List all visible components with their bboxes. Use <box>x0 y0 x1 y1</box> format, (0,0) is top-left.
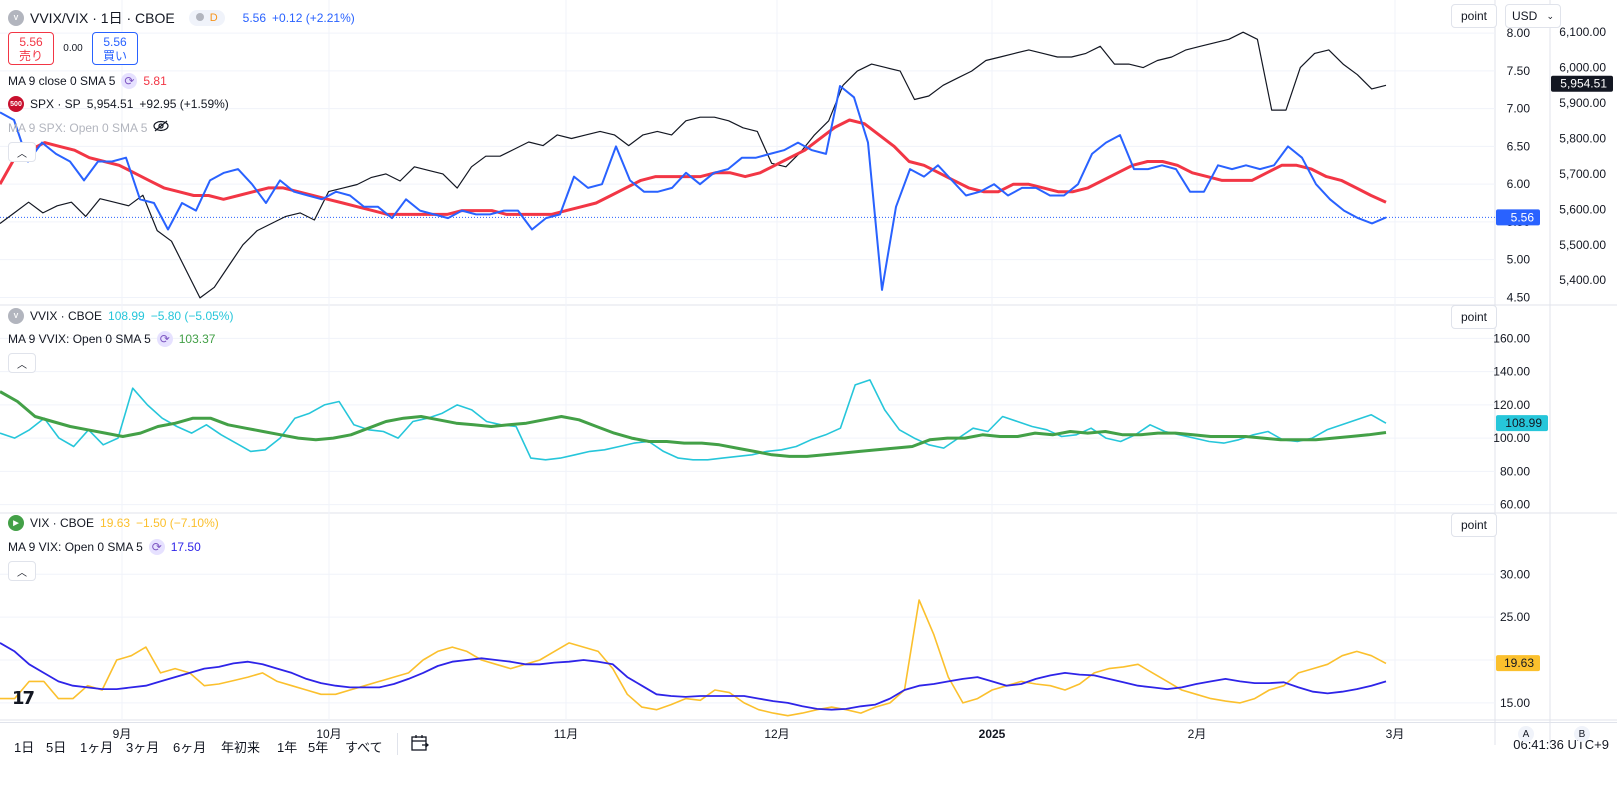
time-axis-label: 2月 <box>1188 727 1207 741</box>
vix-legend[interactable]: ▶ VIX · CBOE 19.63 −1.50 (−7.10%) <box>8 515 219 531</box>
price-axis-tick: 5,700.00 <box>1559 167 1606 181</box>
time-axis-label: 3月 <box>1386 727 1405 741</box>
price-axis-tick: 5,400.00 <box>1559 273 1606 287</box>
price-axis-tick: 6,000.00 <box>1559 61 1606 75</box>
pane3-scale-mode-button[interactable]: point <box>1451 513 1497 537</box>
main-symbol-legend: V VVIX/VIX · 1日 · CBOE D 5.56 +0.12 (+2.… <box>8 8 355 28</box>
bottom-toolbar: 1日 5日 1ヶ月 3ヶ月 6ヶ月 年初来 1年 5年 すべて 06:41:36… <box>0 722 1617 786</box>
range-button-1y[interactable]: 1年 <box>277 740 298 755</box>
price-tag-vvix-bg <box>1496 415 1548 432</box>
price-axis-tick: 140.00 <box>1493 365 1530 379</box>
price-tag-vix: 19.63 <box>1504 656 1534 670</box>
time-axis-label: 10月 <box>316 727 341 741</box>
sell-button[interactable]: 5.56 売り <box>8 32 54 65</box>
range-button-all[interactable]: すべて <box>345 740 383 755</box>
range-button-5y[interactable]: 5年 <box>308 740 329 755</box>
scale-b-toggle[interactable]: B <box>1574 726 1590 742</box>
series-line-ma-vix <box>0 642 1387 711</box>
pane1-scale-mode-button[interactable]: point <box>1451 4 1497 28</box>
range-button-1m[interactable]: 1ヶ月 <box>80 740 114 755</box>
collapse-legend-button[interactable]: ︿ <box>8 142 36 162</box>
goto-date-icon[interactable] <box>410 733 430 756</box>
price-axis-tick: 15.00 <box>1500 696 1530 710</box>
price-tag-ratio: 5.56 <box>1511 210 1535 224</box>
main-price: 5.56 <box>242 11 267 25</box>
price-axis-tick: 5.00 <box>1507 253 1531 267</box>
series-line-vix <box>0 599 1387 717</box>
price-axis-tick: 8.00 <box>1507 26 1531 40</box>
price-axis-tick: 7.00 <box>1507 102 1531 116</box>
vix-icon: ▶ <box>8 515 24 531</box>
collapse-legend-button[interactable]: ︿ <box>8 561 36 581</box>
price-axis-tick: 6.00 <box>1507 177 1531 191</box>
main-change: +0.12 (+2.21%) <box>272 11 355 25</box>
price-axis-tick: 80.00 <box>1500 464 1530 478</box>
vvix-icon: V <box>8 308 24 324</box>
price-tag-vix-bg <box>1496 655 1540 672</box>
price-axis-tick: 5,500.00 <box>1559 238 1606 252</box>
price-tag-spx: 5,954.51 <box>1560 77 1607 91</box>
price-axis-tick: 25.00 <box>1500 610 1530 624</box>
price-axis-tick: 5,600.00 <box>1559 202 1606 216</box>
series-line-spx <box>0 31 1387 299</box>
sync-icon[interactable]: ⟳ <box>148 539 165 555</box>
time-axis-label: 12月 <box>764 727 789 741</box>
range-button-3m[interactable]: 3ヶ月 <box>126 740 160 755</box>
price-tag-ratio-bg <box>1496 209 1540 226</box>
price-axis-tick: 6.50 <box>1507 139 1531 153</box>
vvix-legend[interactable]: V VVIX · CBOE 108.99 −5.80 (−5.05%) <box>8 308 233 324</box>
price-axis-tick: 7.50 <box>1507 64 1531 78</box>
time-axis-label: 9月 <box>113 727 132 741</box>
time-axis-label: 2025 <box>979 727 1006 741</box>
range-button-1d[interactable]: 1日 <box>14 740 35 755</box>
buy-sell-panel: 5.56 売り 0.00 5.56 買い <box>8 32 138 65</box>
timeframe-badge[interactable]: D <box>188 10 225 26</box>
ma-close-legend[interactable]: MA 9 close 0 SMA 5 ⟳ 5.81 <box>8 73 167 89</box>
symbol-icon: V <box>8 10 24 26</box>
price-axis-tick: 4.50 <box>1507 290 1531 304</box>
buy-button[interactable]: 5.56 買い <box>92 32 138 65</box>
spread-value: 0.00 <box>63 43 83 54</box>
price-axis-tick: 120.00 <box>1493 398 1530 412</box>
currency-button[interactable]: USD ⌄ <box>1505 4 1561 28</box>
range-button-5d[interactable]: 5日 <box>46 740 67 755</box>
series-line-vvix-vix <box>0 85 1387 291</box>
hidden-eye-icon[interactable] <box>153 120 170 135</box>
price-axis-tick: 100.00 <box>1493 431 1530 445</box>
range-button-ytd[interactable]: 年初来 <box>221 740 261 755</box>
spx-legend[interactable]: 500 SPX · SP 5,954.51 +92.95 (+1.59%) <box>8 96 229 112</box>
sync-icon[interactable]: ⟳ <box>121 73 138 89</box>
series-line-vvix <box>0 379 1387 461</box>
auto-scale-toggle[interactable]: A <box>1518 726 1534 742</box>
symbol-title[interactable]: VVIX/VIX · 1日 · CBOE <box>30 10 175 26</box>
price-tag-spx-bg <box>1551 75 1613 92</box>
price-axis-tick: 30.00 <box>1500 567 1530 581</box>
divider <box>397 733 398 755</box>
series-line-ma-vvix <box>0 390 1387 458</box>
price-tag-vvix: 108.99 <box>1505 416 1542 430</box>
price-axis-tick: 60.00 <box>1500 498 1530 512</box>
price-axis-tick: 5,900.00 <box>1559 96 1606 110</box>
sync-icon[interactable]: ⟳ <box>156 331 173 347</box>
series-line-ma-ratio <box>0 118 1387 216</box>
pane2-scale-mode-button[interactable]: point <box>1451 305 1497 329</box>
price-axis-tick: 160.00 <box>1493 331 1530 345</box>
ma-spx-legend[interactable]: MA 9 SPX: Open 0 SMA 5 <box>8 120 170 135</box>
spx-icon: 500 <box>8 96 24 112</box>
range-button-6m[interactable]: 6ヶ月 <box>173 740 207 755</box>
collapse-legend-button[interactable]: ︿ <box>8 353 36 373</box>
tradingview-logo[interactable]: 17 <box>12 688 35 709</box>
price-axis-tick: 5,800.00 <box>1559 131 1606 145</box>
time-axis-label: 11月 <box>554 727 578 741</box>
price-axis-tick: 6,100.00 <box>1559 25 1606 39</box>
ma-vvix-legend[interactable]: MA 9 VVIX: Open 0 SMA 5 ⟳ 103.37 <box>8 331 216 347</box>
ma-vix-legend[interactable]: MA 9 VIX: Open 0 SMA 5 ⟳ 17.50 <box>8 539 201 555</box>
